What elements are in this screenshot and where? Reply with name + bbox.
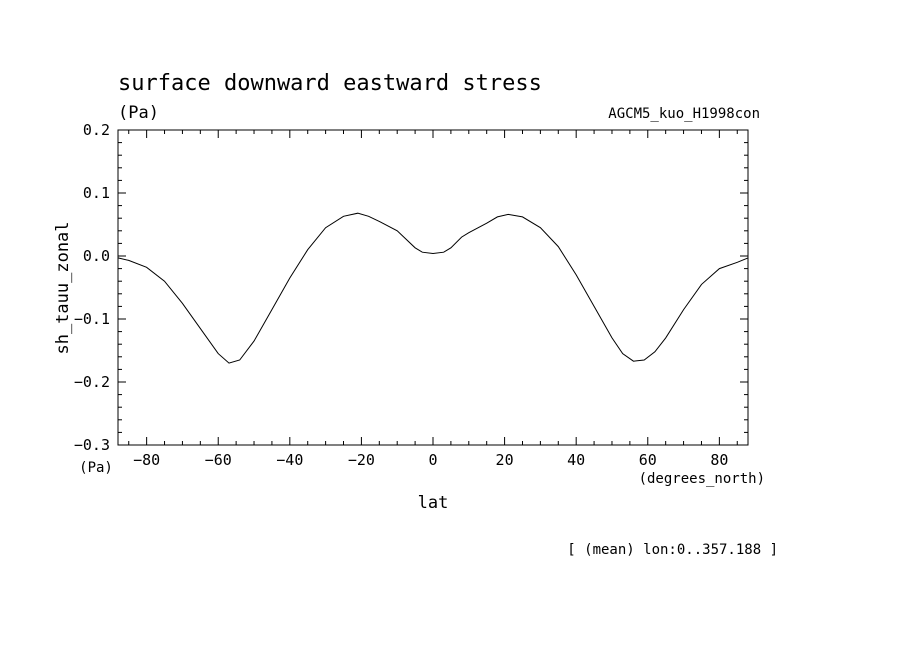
series-line — [117, 212, 749, 364]
footnote: [ (mean) lon:0..357.188 ] — [567, 542, 778, 558]
x-tick-label: −40 — [276, 451, 303, 469]
x-tick-label: −60 — [205, 451, 232, 469]
y-tick-label: −0.2 — [74, 373, 110, 391]
x-tick-label: 60 — [639, 451, 657, 469]
y-axis-units: (Pa) — [79, 460, 113, 476]
x-tick-label: 80 — [710, 451, 728, 469]
chart-units: (Pa) — [118, 103, 159, 123]
x-axis-label: lat — [418, 493, 449, 513]
plot-frame — [117, 129, 749, 446]
x-tick-label: −80 — [133, 451, 160, 469]
y-tick-labels: 0.2 0.1 0.0 −0.1 −0.2 −0.3 — [74, 121, 110, 454]
y-axis-label: sh_tauu_zonal — [53, 221, 73, 354]
x-tick-label: 40 — [567, 451, 585, 469]
x-tick-label: 0 — [428, 451, 437, 469]
x-tick-label: 20 — [496, 451, 514, 469]
axis-ticks — [118, 129, 748, 446]
dataset-label: AGCM5_kuo_H1998con — [608, 106, 760, 122]
y-tick-label: −0.3 — [74, 436, 110, 454]
y-tick-label: −0.1 — [74, 310, 110, 328]
x-tick-label: −20 — [348, 451, 375, 469]
y-tick-label: 0.1 — [83, 184, 110, 202]
x-axis-units: (degrees_north) — [639, 471, 765, 487]
chart-title: surface downward eastward stress — [118, 71, 542, 96]
x-tick-labels: −80 −60 −40 −20 0 20 40 60 80 — [133, 451, 728, 469]
y-tick-label: 0.2 — [83, 121, 110, 139]
y-tick-label: 0.0 — [83, 247, 110, 265]
